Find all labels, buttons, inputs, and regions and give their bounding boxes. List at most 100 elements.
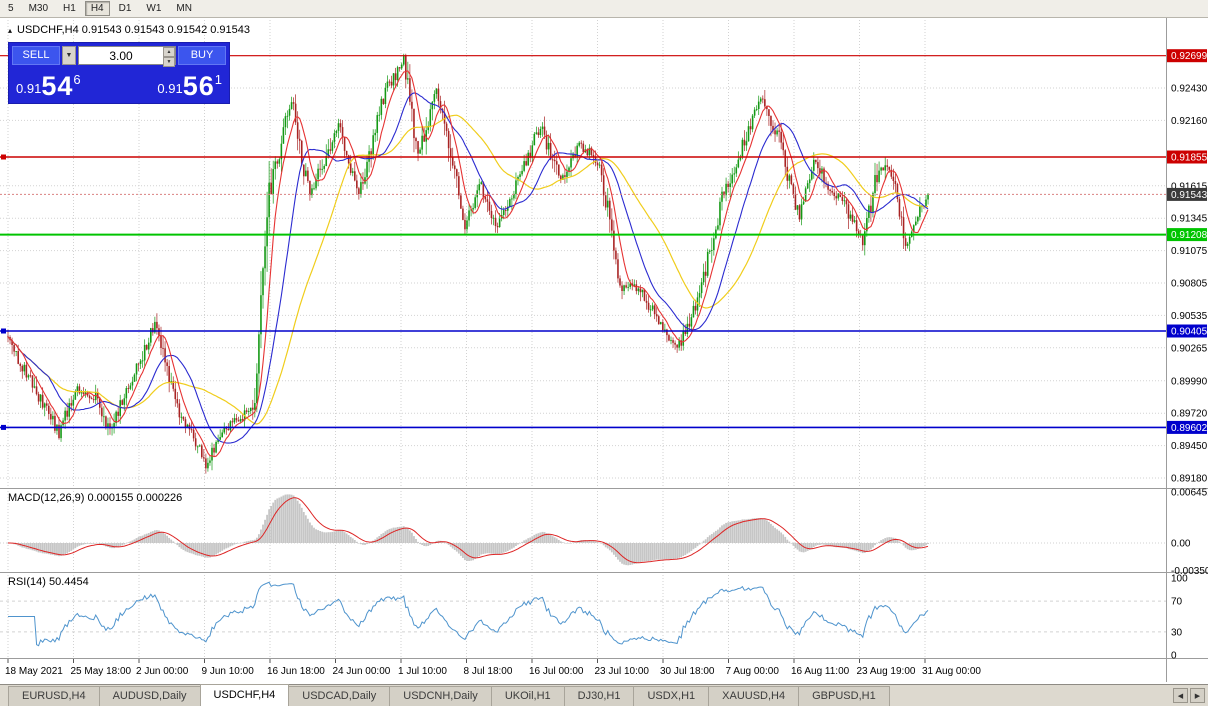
tab-scroll-right-button[interactable]: ▶: [1190, 688, 1205, 703]
svg-text:0.90265: 0.90265: [1171, 343, 1208, 354]
buy-button[interactable]: BUY: [178, 46, 226, 65]
svg-text:0.90405: 0.90405: [1171, 327, 1208, 338]
one-click-trade-panel: SELL ▼ ▲ ▼ BUY 0.91 54 6: [8, 42, 230, 104]
svg-text:0.89720: 0.89720: [1171, 409, 1208, 420]
svg-text:0.89450: 0.89450: [1171, 441, 1208, 452]
buy-price-big-digits: 56: [182, 71, 215, 101]
svg-text:0.91855: 0.91855: [1171, 153, 1208, 164]
macd-layer: [7, 494, 929, 566]
svg-text:0.90805: 0.90805: [1171, 279, 1208, 290]
svg-text:0.92430: 0.92430: [1171, 84, 1208, 95]
timeframe-button-h1[interactable]: H1: [57, 1, 82, 16]
svg-text:24 Jun 00:00: 24 Jun 00:00: [333, 666, 391, 677]
timeframe-button-5[interactable]: 5: [2, 1, 20, 16]
timeframe-button-h4[interactable]: H4: [84, 1, 110, 16]
time-axis: 18 May 2021 25 May 18:00 2 Jun 00:00 9 Jun …: [5, 659, 981, 677]
current-price-badge[interactable]: 0.91543: [1167, 187, 1208, 201]
volume-preset-dropdown[interactable]: ▼: [62, 46, 76, 65]
timeframe-button-mn[interactable]: MN: [170, 1, 198, 16]
trade-panel-prices: 0.91 54 6 0.91 56 1: [12, 67, 226, 100]
svg-text:16 Aug 11:00: 16 Aug 11:00: [791, 666, 850, 677]
buy-price-display[interactable]: 0.91 56 1: [157, 67, 222, 100]
sell-price-pipette: 6: [73, 72, 81, 87]
chart-symbol-label: ▴ USDCHF,H4 0.91543 0.91543 0.91542 0.91…: [8, 24, 250, 36]
svg-text:-0.00350: -0.00350: [1171, 566, 1208, 577]
svg-text:0.90535: 0.90535: [1171, 311, 1208, 322]
svg-text:16 Jun 18:00: 16 Jun 18:00: [267, 666, 325, 677]
one-click-collapse-icon[interactable]: ▴: [8, 25, 13, 35]
svg-text:7 Aug 00:00: 7 Aug 00:00: [726, 666, 780, 677]
pane-separators: [0, 18, 1208, 682]
macd-indicator-label: MACD(12,26,9) 0.000155 0.000226: [8, 492, 183, 504]
svg-text:9 Jun 10:00: 9 Jun 10:00: [202, 666, 255, 677]
tab-usdcnh-daily[interactable]: USDCNH,Daily: [389, 686, 492, 706]
svg-text:0.006451: 0.006451: [1171, 487, 1208, 498]
svg-text:0: 0: [1171, 651, 1177, 662]
volume-down-button[interactable]: ▼: [163, 57, 175, 67]
sell-price-big-digits: 54: [41, 71, 74, 101]
tab-xauusd-h4[interactable]: XAUUSD,H4: [708, 686, 800, 706]
svg-text:23 Aug 19:00: 23 Aug 19:00: [857, 666, 916, 677]
svg-text:0.91075: 0.91075: [1171, 246, 1208, 257]
svg-text:8 Jul 18:00: 8 Jul 18:00: [464, 666, 513, 677]
timeframe-toolbar: 5 M30 H1 H4 D1 W1 MN: [0, 0, 1208, 18]
sell-button[interactable]: SELL: [12, 46, 60, 65]
price-badge-0.90405[interactable]: 0.90405: [1167, 324, 1208, 338]
sell-price-prefix: 0.91: [16, 81, 42, 96]
svg-text:31 Aug 00:00: 31 Aug 00:00: [922, 666, 981, 677]
volume-field: ▲ ▼: [78, 46, 176, 67]
tab-ukoil-h1[interactable]: UKOil,H1: [490, 686, 565, 706]
svg-text:100: 100: [1171, 574, 1188, 585]
chart-tab-bar: EURUSD,H4 AUDUSD,Daily USDCHF,H4 USDCAD,Dai…: [0, 684, 1208, 706]
buy-price-prefix: 0.91: [157, 81, 183, 96]
svg-text:0.91543: 0.91543: [1171, 190, 1208, 201]
tab-scroll-left-button[interactable]: ◀: [1173, 688, 1188, 703]
tab-eurusd-h4[interactable]: EURUSD,H4: [8, 686, 100, 706]
timeframe-button-d1[interactable]: D1: [113, 1, 138, 16]
svg-text:0.91345: 0.91345: [1171, 214, 1208, 225]
svg-text:0.91208: 0.91208: [1171, 230, 1208, 241]
buy-price-pipette: 1: [214, 72, 222, 87]
sell-price-display[interactable]: 0.91 54 6: [16, 67, 81, 100]
moving-averages-layer: [7, 70, 929, 458]
price-badge-0.92699[interactable]: 0.92699: [1167, 49, 1208, 62]
tab-gbpusd-h1[interactable]: GBPUSD,H1: [798, 686, 890, 706]
price-badge-0.89602[interactable]: 0.89602: [1167, 420, 1208, 434]
volume-up-button[interactable]: ▲: [163, 47, 175, 57]
svg-text:0.00: 0.00: [1171, 539, 1191, 550]
tab-scroll-arrows: ◀ ▶: [1173, 688, 1205, 703]
svg-text:0.92699: 0.92699: [1171, 51, 1208, 62]
chart-area: 0.92430 0.92160 0.91615 0.91345 0.91075 0.908…: [0, 18, 1208, 684]
chevron-down-icon: ▼: [65, 52, 73, 59]
svg-text:0.89180: 0.89180: [1171, 474, 1208, 485]
usdchf-h4-candlestick-chart[interactable]: 0.92430 0.92160 0.91615 0.91345 0.91075 0.908…: [0, 18, 1208, 684]
price-badge-0.91855[interactable]: 0.91855: [1167, 150, 1208, 164]
tab-usdchf-h4[interactable]: USDCHF,H4: [199, 684, 290, 706]
tab-usdx-h1[interactable]: USDX,H1: [633, 686, 710, 706]
svg-text:0.89602: 0.89602: [1171, 423, 1208, 434]
timeframe-button-w1[interactable]: W1: [140, 1, 167, 16]
price-badge-0.91208[interactable]: 0.91208: [1167, 228, 1208, 241]
tab-dj30-h1[interactable]: DJ30,H1: [563, 686, 635, 706]
svg-text:30: 30: [1171, 627, 1183, 638]
svg-text:25 May 18:00: 25 May 18:00: [71, 666, 132, 677]
timeframe-button-m30[interactable]: M30: [23, 1, 54, 16]
svg-text:1 Jul 10:00: 1 Jul 10:00: [398, 666, 447, 677]
chart-background: [0, 18, 1208, 684]
price-axis: 0.92430 0.92160 0.91615 0.91345 0.91075 0.908…: [1171, 84, 1208, 662]
chart-tabs: EURUSD,H4 AUDUSD,Daily USDCHF,H4 USDCAD,Dai…: [8, 684, 890, 706]
svg-text:0.89990: 0.89990: [1171, 376, 1208, 387]
rsi-layer: [8, 581, 929, 647]
volume-input[interactable]: [79, 47, 163, 64]
svg-text:23 Jul 10:00: 23 Jul 10:00: [595, 666, 650, 677]
tab-audusd-daily[interactable]: AUDUSD,Daily: [98, 686, 201, 706]
svg-text:16 Jul 00:00: 16 Jul 00:00: [529, 666, 584, 677]
svg-text:2 Jun 00:00: 2 Jun 00:00: [136, 666, 189, 677]
tab-usdcad-daily[interactable]: USDCAD,Daily: [288, 686, 391, 706]
svg-text:0.91615: 0.91615: [1171, 181, 1208, 192]
rsi-indicator-label: RSI(14) 50.4454: [8, 576, 89, 588]
svg-text:0.92160: 0.92160: [1171, 116, 1208, 127]
symbol-ohlc-text: USDCHF,H4 0.91543 0.91543 0.91542 0.9154…: [17, 24, 251, 36]
svg-text:70: 70: [1171, 597, 1183, 608]
